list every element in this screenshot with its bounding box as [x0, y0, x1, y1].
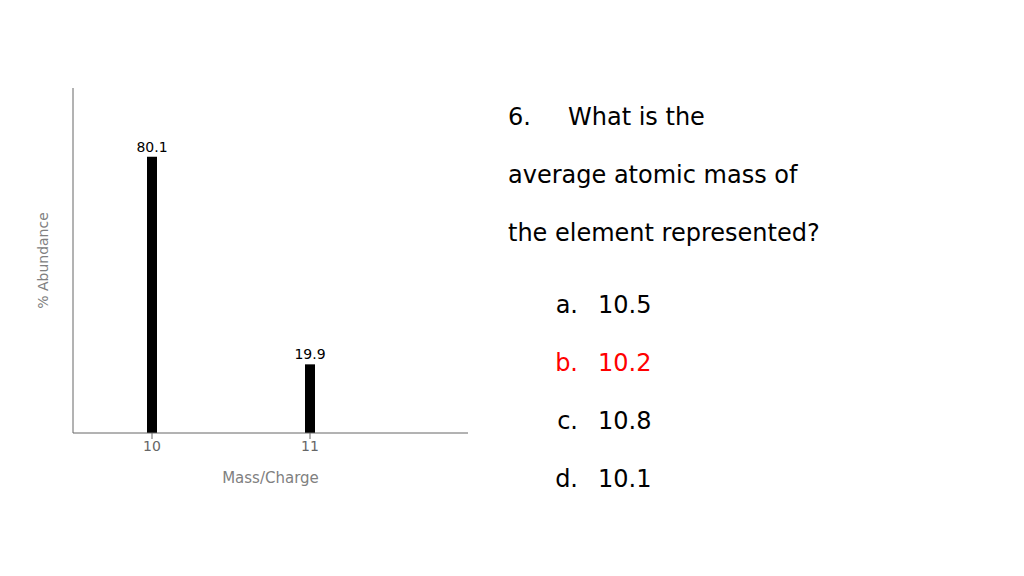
html-text:average atomic mass of: average atomic mass of	[508, 161, 798, 189]
html-text:the element represented?: the element represented?	[508, 219, 820, 247]
svg-text:% Abundance: % Abundance	[35, 212, 51, 309]
html-text:c.: c.	[557, 407, 578, 435]
html-text:10.2: 10.2	[598, 349, 652, 377]
html-text:10.8: 10.8	[598, 407, 652, 435]
html-text:6.: 6.	[508, 103, 531, 131]
html-text:a.: a.	[555, 291, 578, 319]
svg-text:80.1: 80.1	[136, 139, 167, 155]
svg-text:11: 11	[301, 438, 319, 454]
html-text:d.: d.	[555, 465, 578, 493]
html-text:b.: b.	[555, 349, 578, 377]
html-text:10.1: 10.1	[598, 465, 652, 493]
html-text:10.5: 10.5	[598, 291, 652, 319]
svg-text:19.9: 19.9	[294, 346, 325, 362]
html-text:What is the: What is the	[568, 103, 705, 131]
svg-text:Mass/Charge: Mass/Charge	[222, 469, 319, 487]
svg-text:10: 10	[143, 438, 161, 454]
